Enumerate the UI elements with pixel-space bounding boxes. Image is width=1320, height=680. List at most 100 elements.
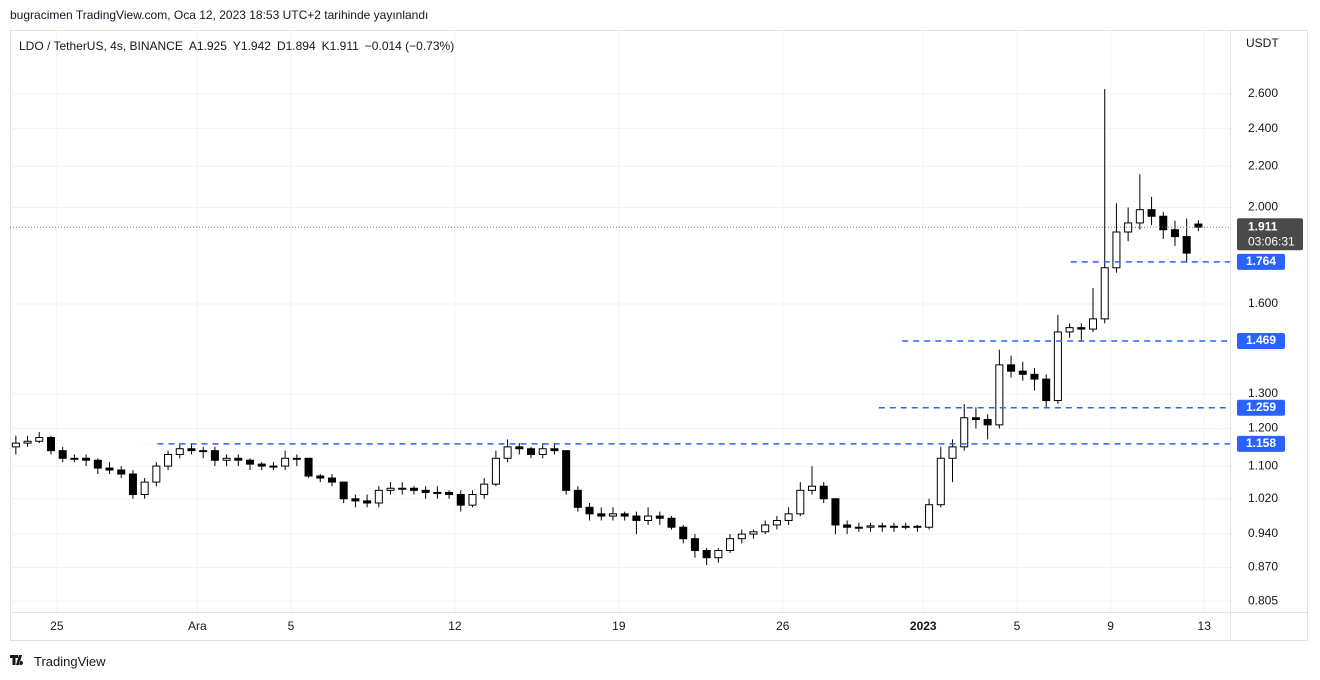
candle-body [597,513,606,517]
y-tick-label: 0.805 [1248,593,1278,607]
chart-frame [10,30,1308,641]
candle-body [164,453,173,467]
candle-body [1170,229,1179,238]
candle-body [363,500,372,504]
candle-body [58,450,67,459]
x-tick-label: 9 [1107,619,1114,633]
candle-body [93,459,102,469]
candle-body [1053,331,1062,402]
candle-body [901,525,910,528]
candle-body [632,515,641,521]
candle-body [538,448,547,455]
level-badge [1237,332,1285,349]
candle-body [819,485,828,500]
y-tick-label: 1.020 [1248,491,1278,505]
candle-body [667,517,676,528]
candle-body [796,489,805,515]
candle-body [421,489,430,493]
candle-body [1112,231,1121,269]
candle-body [281,457,290,467]
candle-body [304,457,313,477]
candle-body [772,519,781,526]
x-tick-label: 12 [448,619,462,633]
candle-body [983,419,992,426]
candle-body [327,477,336,483]
level-label: 1.469 [1246,333,1276,347]
x-tick-label: Ara [188,619,207,633]
candle-body [1065,327,1074,333]
candle-body [210,450,219,461]
legend-item: K1.911 [321,39,359,53]
candle-body [82,457,91,461]
candle-body [843,524,852,528]
y-tick-label: 0.870 [1248,560,1278,574]
candle-body [889,525,898,528]
level-label: 1.259 [1246,400,1276,414]
candle-body [737,533,746,540]
candle-body [269,465,278,468]
candle-body [971,417,980,421]
candle-body [1124,222,1133,233]
candle-body [995,364,1004,426]
bar-countdown: 03:06:31 [1248,234,1295,248]
candle-body [1007,364,1016,372]
y-tick-label: 2.400 [1248,121,1278,135]
x-tick-label: 19 [612,619,626,633]
last-price-label: 1.911 [1248,219,1278,233]
candle-body [46,437,55,452]
candle-body [386,487,395,491]
legend-item: LDO / TetherUS, 4s, BINANCE [19,39,183,53]
symbol-legend: LDO / TetherUS, 4s, BINANCE A1.925 Y1.942 D… [19,39,454,53]
candle-body [1018,370,1027,375]
x-tick-label: 2023 [910,619,937,633]
y-tick-label: 2.000 [1248,200,1278,214]
candle-body [784,513,793,521]
grid [10,30,1230,612]
candle-body [339,481,348,500]
candle-body [456,494,465,506]
candle-body [608,513,617,517]
candle-body [140,481,149,496]
candle-body [128,473,137,496]
candle-body [11,442,20,448]
candle-body [948,446,957,459]
candles [11,89,1203,566]
candle-body [1182,236,1191,254]
candle-body [1042,378,1051,402]
legend-item: D1.894 [276,39,316,53]
level-badge [1237,435,1285,452]
candle-body [960,417,969,448]
candle-body [316,475,325,479]
candle-body [199,450,208,453]
candle-body [1100,267,1109,320]
candle-body [866,525,875,528]
tv-logo [10,655,24,665]
candle-body [445,491,454,496]
candle-body [234,457,243,461]
y-tick-label: 1.100 [1248,458,1278,472]
level-label: 1.158 [1246,436,1276,450]
x-tick-label: 5 [1014,619,1021,633]
candle-body [1135,209,1144,224]
candle-body [374,489,383,504]
candle-body [679,526,688,540]
candle-body [644,515,653,521]
candle-body [831,498,840,526]
candle-body [468,494,477,506]
candle-body [515,446,524,450]
level-badge [1237,399,1285,416]
candle-body [152,465,161,483]
candle-body [175,448,184,455]
candle-body [726,538,735,551]
publish-info: bugracimen TradingView.com, Oca 12, 2023… [10,8,429,22]
y-tick-label: 1.600 [1248,296,1278,310]
level-label: 1.764 [1246,254,1276,268]
candle-body [491,457,500,485]
candle-body [257,463,266,467]
candle-body [761,524,770,533]
candle-body [878,525,887,528]
candle-body [1030,373,1039,380]
candle-body [655,515,664,519]
candle-body [480,483,489,496]
y-tick-label: 2.600 [1248,86,1278,100]
